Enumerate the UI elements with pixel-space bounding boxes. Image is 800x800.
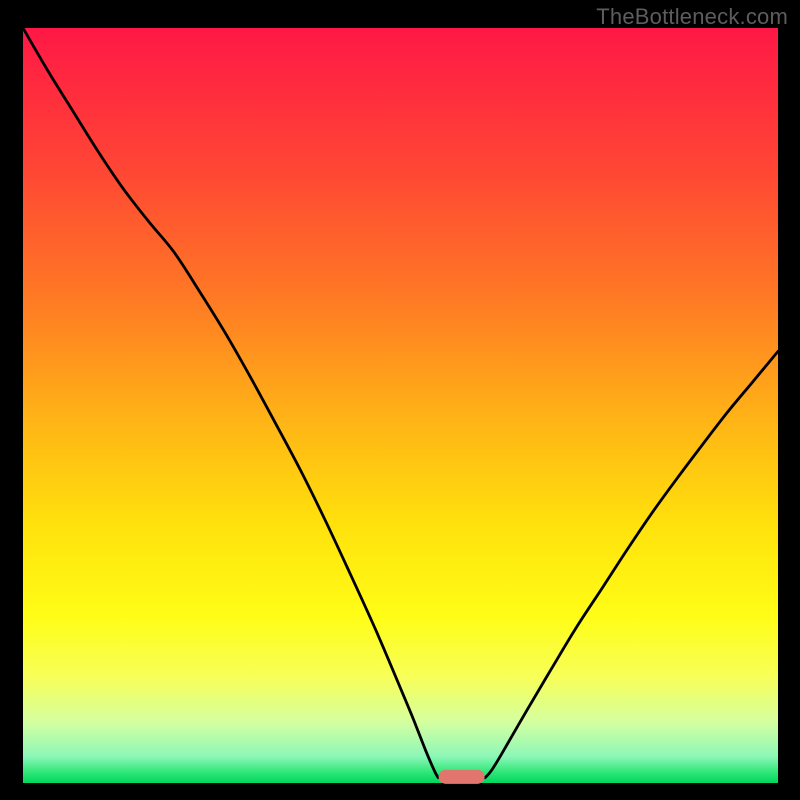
curve-right-branch bbox=[485, 351, 778, 777]
watermark-text: TheBottleneck.com bbox=[596, 4, 788, 30]
plot-area bbox=[23, 28, 778, 780]
curve-left-branch bbox=[23, 28, 438, 778]
chart-frame: TheBottleneck.com bbox=[0, 0, 800, 800]
bottleneck-curve bbox=[23, 28, 778, 780]
optimal-marker bbox=[438, 769, 485, 783]
